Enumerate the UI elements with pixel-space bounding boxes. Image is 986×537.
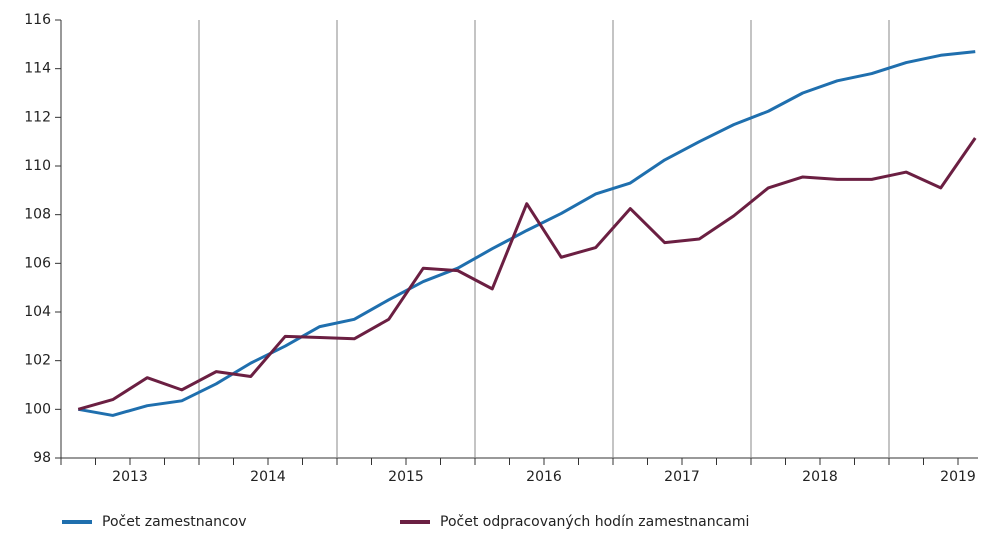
legend-label: Počet zamestnancov: [102, 514, 247, 530]
y-tick-label: 108: [24, 207, 51, 223]
series-line: [77, 137, 977, 411]
y-tick-label: 100: [24, 401, 51, 417]
x-year-label: 2013: [112, 469, 148, 485]
x-year-label: 2015: [388, 469, 424, 485]
y-tick-label: 104: [24, 304, 51, 320]
legend-label: Počet odpracovaných hodín zamestnancami: [440, 514, 749, 530]
x-year-label: 2016: [526, 469, 562, 485]
series-line: [77, 50, 976, 417]
x-year-label: 2019: [940, 469, 976, 485]
y-tick-label: 102: [24, 353, 51, 369]
x-year-label: 2018: [802, 469, 838, 485]
x-year-label: 2014: [250, 469, 286, 485]
y-tick-label: 106: [24, 255, 51, 271]
y-tick-label: 98: [33, 450, 51, 466]
x-year-label: 2017: [664, 469, 700, 485]
y-tick-label: 114: [24, 61, 51, 77]
y-tick-label: 110: [24, 158, 51, 174]
y-tick-label: 112: [24, 109, 51, 125]
y-tick-label: 116: [24, 12, 51, 28]
